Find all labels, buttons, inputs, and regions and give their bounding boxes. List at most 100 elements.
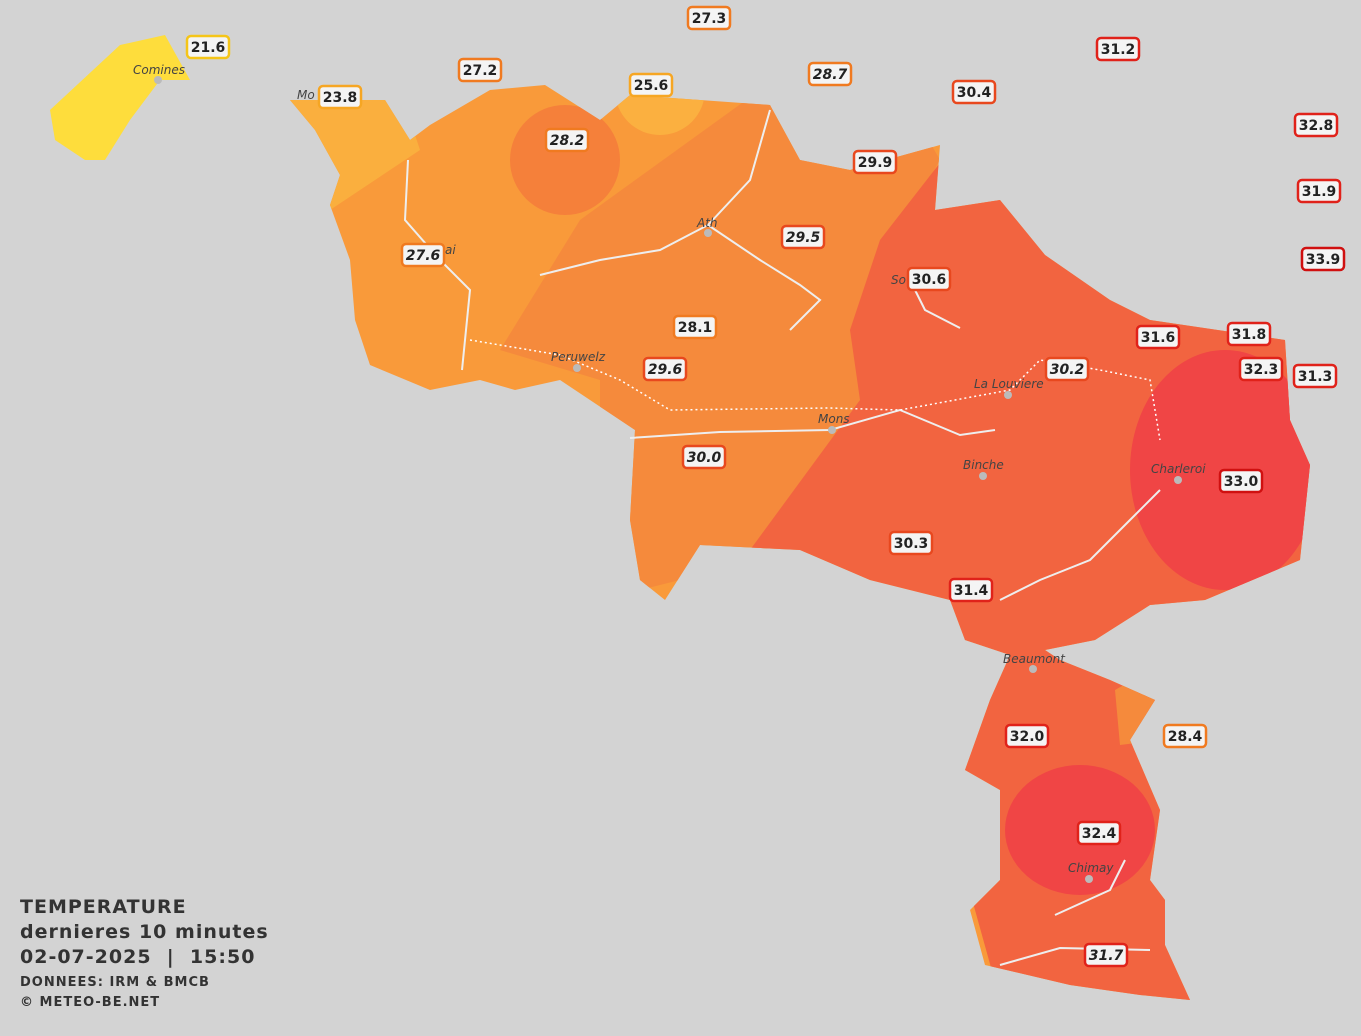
station-value: 31.2 (1101, 42, 1136, 58)
station: 32.0 (1004, 723, 1050, 749)
place-name: Binche (963, 458, 1004, 472)
station: 31.2 (1095, 36, 1141, 62)
station-value: 29.6 (648, 362, 683, 378)
station-box (1292, 363, 1338, 389)
legend-copyright: © METEO-BE.NET (20, 995, 160, 1010)
station-value: 30.2 (1050, 362, 1085, 378)
place-name: Mo (297, 88, 315, 102)
station: 31.4 (948, 577, 994, 603)
station-value: 32.4 (1082, 826, 1117, 842)
station-box (1293, 112, 1339, 138)
station: 31.7 (1083, 942, 1129, 968)
station: 32.4 (1076, 820, 1122, 846)
place-name: La Louviere (974, 377, 1044, 391)
station: 30.2 (1044, 356, 1090, 382)
legend-subtitle: dernieres 10 minutes (20, 921, 269, 943)
station-value: 31.4 (954, 583, 989, 599)
station-value: 28.2 (550, 133, 585, 149)
station: 27.6 (400, 242, 446, 268)
station: 28.1 (672, 314, 718, 340)
place-dots (154, 76, 1182, 883)
station-value: 31.8 (1232, 327, 1267, 343)
place-name: Mons (818, 412, 850, 426)
station: 27.3 (686, 5, 732, 31)
station-box (1296, 178, 1342, 204)
station-box (888, 530, 934, 556)
station-value: 31.6 (1141, 330, 1176, 346)
station-value: 30.6 (912, 272, 947, 288)
station: 30.6 (906, 266, 952, 292)
station-value: 31.9 (1302, 184, 1337, 200)
place-name: Peruwelz (551, 350, 606, 364)
station: 28.4 (1162, 723, 1208, 749)
station-value: 27.6 (406, 248, 441, 264)
station-value: 27.3 (692, 11, 727, 27)
station: 33.9 (1300, 246, 1346, 272)
station-value: 33.9 (1306, 252, 1341, 268)
station-box (1044, 356, 1090, 382)
station: 32.3 (1238, 356, 1284, 382)
station-value: 30.0 (687, 450, 722, 466)
rivers (403, 109, 1161, 966)
station-value: 28.7 (813, 67, 848, 83)
station: 31.8 (1226, 321, 1272, 347)
station-box (400, 242, 446, 268)
station-box (1076, 820, 1122, 846)
station-box (185, 34, 231, 60)
place-name: So (891, 273, 906, 287)
station-box (1095, 36, 1141, 62)
station: 23.8 (317, 84, 363, 110)
station-box (317, 84, 363, 110)
station-box (642, 356, 688, 382)
station: 30.3 (888, 530, 934, 556)
legend: TEMPERATURE dernieres 10 minutes 02-07-2… (20, 896, 269, 1010)
legend-datetime: 02-07-2025 | 15:50 (20, 946, 255, 968)
station-value: 33.0 (1224, 474, 1259, 490)
station: 25.6 (628, 72, 674, 98)
station: 27.2 (457, 57, 503, 83)
station-box (457, 57, 503, 83)
legend-title: TEMPERATURE (20, 896, 187, 918)
station-box (1162, 723, 1208, 749)
place-name: ai (445, 243, 456, 257)
station-box (628, 72, 674, 98)
station-value: 28.1 (678, 320, 713, 336)
station-box (852, 149, 898, 175)
station-box (672, 314, 718, 340)
station-value: 29.9 (858, 155, 893, 171)
place-name: Comines (133, 63, 185, 77)
place-name: Charleroi (1151, 462, 1206, 476)
station-value: 32.0 (1010, 729, 1045, 745)
station: 21.6 (185, 34, 231, 60)
station-box (1135, 324, 1181, 350)
legend-source: DONNEES: IRM & BMCB (20, 975, 210, 990)
station-value: 30.3 (894, 536, 929, 552)
station-value: 31.7 (1089, 948, 1124, 964)
station: 29.9 (852, 149, 898, 175)
stations: 21.6 27.3 27.2 25.6 28.7 31.2 30.4 23.8 28.2 32.8… (185, 5, 1346, 968)
station-value: 28.4 (1168, 729, 1203, 745)
station-box (681, 444, 727, 470)
station: 31.3 (1292, 363, 1338, 389)
station-value: 25.6 (634, 78, 669, 94)
station: 28.7 (807, 61, 853, 87)
station-value: 21.6 (191, 40, 226, 56)
station-box (1226, 321, 1272, 347)
station-box (948, 577, 994, 603)
station-box (1300, 246, 1346, 272)
station: 28.2 (544, 127, 590, 153)
station-value: 29.5 (786, 230, 821, 246)
comines-enclave (50, 35, 190, 160)
station-value: 27.2 (463, 63, 498, 79)
places: Comines Mo ai Ath So Peruwelz La Louvier… (133, 63, 1206, 875)
station-box (780, 224, 826, 250)
station-box (906, 266, 952, 292)
station: 30.4 (951, 79, 997, 105)
place-name: Beaumont (1003, 652, 1066, 666)
station-box (951, 79, 997, 105)
place-name: Chimay (1068, 861, 1114, 875)
station-value: 30.4 (957, 85, 992, 101)
station-value: 32.3 (1244, 362, 1279, 378)
